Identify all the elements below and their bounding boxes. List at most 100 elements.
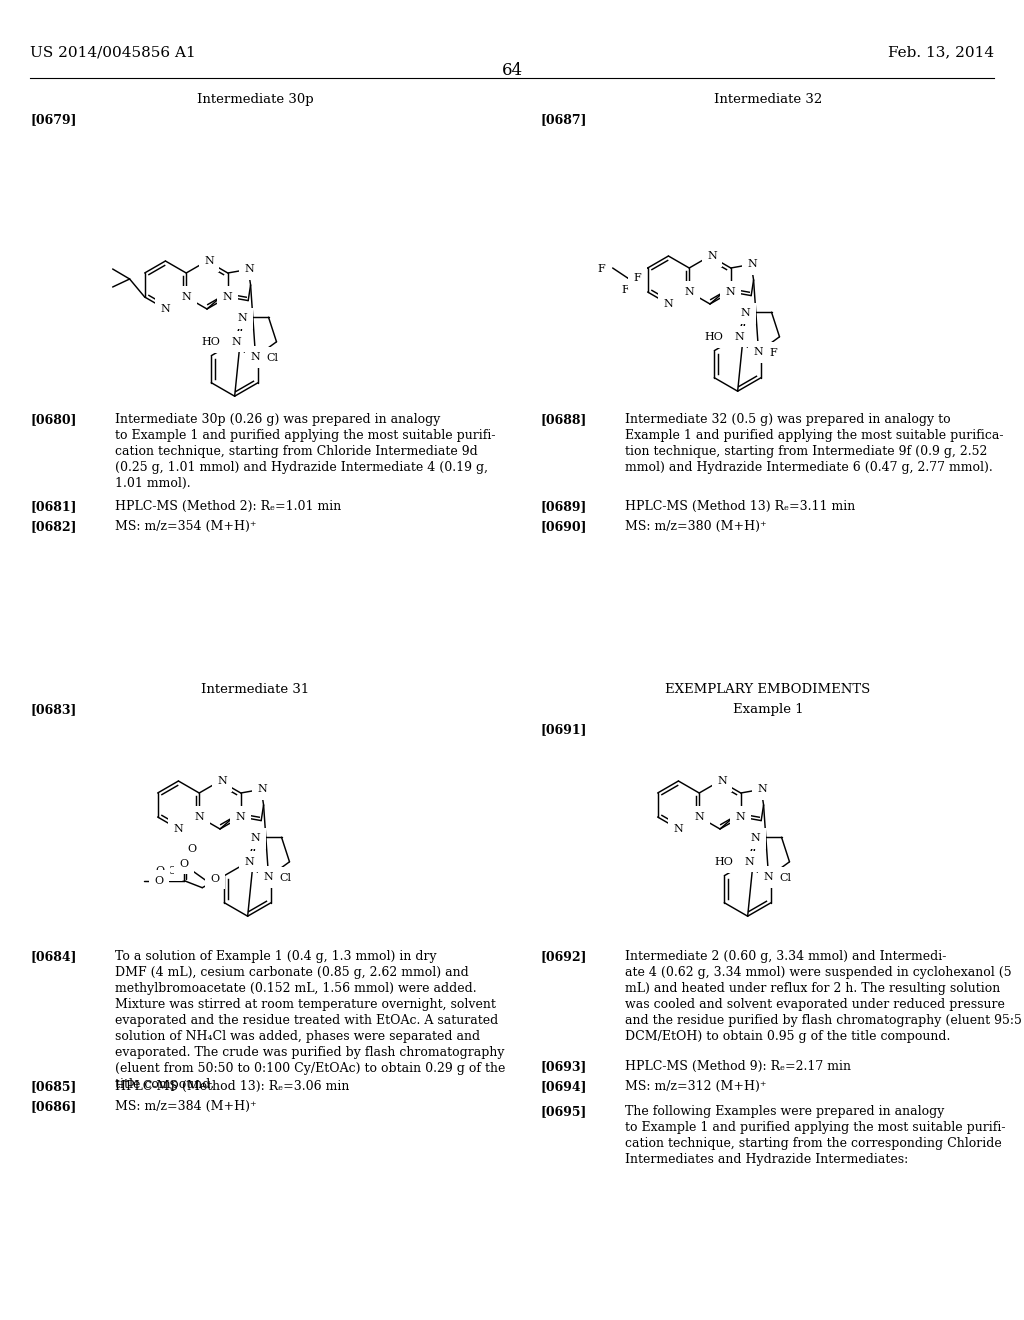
Text: N: N [264, 873, 273, 882]
Text: N: N [664, 300, 674, 309]
Text: Cl: Cl [279, 873, 291, 883]
Text: [0681]: [0681] [30, 500, 77, 513]
Text: [0694]: [0694] [540, 1080, 587, 1093]
Text: [0687]: [0687] [540, 114, 587, 125]
Text: 1.01 mmol).: 1.01 mmol). [115, 477, 190, 490]
Text: N: N [238, 313, 248, 323]
Text: N: N [726, 286, 735, 297]
Text: to Example 1 and purified applying the most suitable purifi-: to Example 1 and purified applying the m… [625, 1121, 1006, 1134]
Text: US 2014/0045856 A1: US 2014/0045856 A1 [30, 45, 196, 59]
Text: [0682]: [0682] [30, 520, 77, 533]
Text: N: N [754, 347, 764, 356]
Text: N: N [744, 857, 755, 867]
Text: F: F [622, 285, 630, 294]
Text: [0679]: [0679] [30, 114, 77, 125]
Text: O: O [179, 859, 188, 869]
Text: was cooled and solvent evaporated under reduced pressure: was cooled and solvent evaporated under … [625, 998, 1005, 1011]
Text: N: N [257, 784, 267, 795]
Text: to Example 1 and purified applying the most suitable purifi-: to Example 1 and purified applying the m… [115, 429, 496, 442]
Text: (eluent from 50:50 to 0:100 Cy/EtOAc) to obtain 0.29 g of the: (eluent from 50:50 to 0:100 Cy/EtOAc) to… [115, 1063, 506, 1074]
Text: EXEMPLARY EMBODIMENTS: EXEMPLARY EMBODIMENTS [666, 682, 870, 696]
Text: N: N [674, 824, 683, 834]
Text: N: N [195, 812, 204, 822]
Text: N: N [758, 784, 767, 795]
Text: HO: HO [705, 333, 724, 342]
Text: title compound.: title compound. [115, 1078, 214, 1092]
Text: ate 4 (0.62 g, 3.34 mmol) were suspended in cyclohexanol (5: ate 4 (0.62 g, 3.34 mmol) were suspended… [625, 966, 1012, 979]
Text: [0686]: [0686] [30, 1100, 77, 1113]
Text: N: N [751, 833, 761, 843]
Text: HPLC-MS (Method 13): Rₑ=3.06 min: HPLC-MS (Method 13): Rₑ=3.06 min [115, 1080, 349, 1093]
Text: tion technique, starting from Intermediate 9f (0.9 g, 2.52: tion technique, starting from Intermedia… [625, 445, 987, 458]
Text: N: N [161, 304, 170, 314]
Text: O: O [187, 843, 197, 854]
Text: [0680]: [0680] [30, 413, 77, 426]
Text: [0690]: [0690] [540, 520, 587, 533]
Text: To a solution of Example 1 (0.4 g, 1.3 mmol) in dry: To a solution of Example 1 (0.4 g, 1.3 m… [115, 950, 436, 964]
Text: Intermediate 32: Intermediate 32 [714, 92, 822, 106]
Text: Mixture was stirred at room temperature overnight, solvent: Mixture was stirred at room temperature … [115, 998, 496, 1011]
Text: [0683]: [0683] [30, 704, 77, 715]
Text: [0688]: [0688] [540, 413, 587, 426]
Text: F: F [769, 347, 777, 358]
Text: methylbromoacetate (0.152 mL, 1.56 mmol) were added.: methylbromoacetate (0.152 mL, 1.56 mmol)… [115, 982, 476, 995]
Text: and the residue purified by flash chromatography (eluent 95:5: and the residue purified by flash chroma… [625, 1014, 1022, 1027]
Text: Intermediate 31: Intermediate 31 [201, 682, 309, 696]
Text: N: N [181, 292, 191, 302]
Text: F: F [634, 273, 641, 282]
Text: HPLC-MS (Method 9): Rₑ=2.17 min: HPLC-MS (Method 9): Rₑ=2.17 min [625, 1060, 851, 1073]
Text: N: N [217, 776, 227, 785]
Text: [0689]: [0689] [540, 500, 587, 513]
Text: Intermediate 30p: Intermediate 30p [197, 92, 313, 106]
Text: N: N [684, 286, 694, 297]
Text: N: N [694, 812, 705, 822]
Text: MS: m/z=354 (M+H)⁺: MS: m/z=354 (M+H)⁺ [115, 520, 256, 533]
Text: Intermediate 30p (0.26 g) was prepared in analogy: Intermediate 30p (0.26 g) was prepared i… [115, 413, 440, 426]
Text: 64: 64 [502, 62, 522, 79]
Text: N: N [251, 833, 260, 843]
Text: N: N [735, 331, 744, 342]
Text: N: N [708, 251, 717, 261]
Text: N: N [251, 352, 260, 362]
Text: HO: HO [715, 857, 733, 867]
Text: N: N [223, 292, 232, 302]
Text: N: N [736, 812, 745, 822]
Text: cation technique, starting from Chloride Intermediate 9d: cation technique, starting from Chloride… [115, 445, 478, 458]
Text: DCM/EtOH) to obtain 0.95 g of the title compound.: DCM/EtOH) to obtain 0.95 g of the title … [625, 1030, 950, 1043]
Text: [0685]: [0685] [30, 1080, 77, 1093]
Text: mL) and heated under reflux for 2 h. The resulting solution: mL) and heated under reflux for 2 h. The… [625, 982, 1000, 995]
Text: mmol) and Hydrazide Intermediate 6 (0.47 g, 2.77 mmol).: mmol) and Hydrazide Intermediate 6 (0.47… [625, 461, 992, 474]
Text: The following Examples were prepared in analogy: The following Examples were prepared in … [625, 1105, 944, 1118]
Text: N: N [231, 337, 242, 347]
Text: Example 1: Example 1 [733, 704, 803, 715]
Text: DMF (4 mL), cesium carbonate (0.85 g, 2.62 mmol) and: DMF (4 mL), cesium carbonate (0.85 g, 2.… [115, 966, 469, 979]
Text: O: O [168, 866, 177, 875]
Text: MS: m/z=312 (M+H)⁺: MS: m/z=312 (M+H)⁺ [625, 1080, 767, 1093]
Text: F: F [598, 264, 605, 275]
Text: N: N [236, 812, 246, 822]
Text: HO: HO [202, 337, 220, 347]
Text: Example 1 and purified applying the most suitable purifica-: Example 1 and purified applying the most… [625, 429, 1004, 442]
Text: N: N [748, 260, 757, 269]
Text: O: O [210, 874, 219, 883]
Text: N: N [204, 256, 214, 267]
Text: N: N [245, 264, 254, 275]
Text: N: N [764, 873, 773, 882]
Text: N: N [717, 776, 727, 785]
Text: O: O [155, 875, 164, 886]
Text: Intermediates and Hydrazide Intermediates:: Intermediates and Hydrazide Intermediate… [625, 1152, 908, 1166]
Text: Intermediate 2 (0.60 g, 3.34 mmol) and Intermedi-: Intermediate 2 (0.60 g, 3.34 mmol) and I… [625, 950, 946, 964]
Text: O: O [156, 866, 164, 875]
Text: N: N [173, 824, 183, 834]
Text: N: N [245, 857, 255, 867]
Text: HPLC-MS (Method 2): Rₑ=1.01 min: HPLC-MS (Method 2): Rₑ=1.01 min [115, 500, 341, 513]
Text: evaporated. The crude was purified by flash chromatography: evaporated. The crude was purified by fl… [115, 1045, 505, 1059]
Text: evaporated and the residue treated with EtOAc. A saturated: evaporated and the residue treated with … [115, 1014, 499, 1027]
Text: MS: m/z=384 (M+H)⁺: MS: m/z=384 (M+H)⁺ [115, 1100, 257, 1113]
Text: solution of NH₄Cl was added, phases were separated and: solution of NH₄Cl was added, phases were… [115, 1030, 480, 1043]
Text: N: N [740, 308, 751, 318]
Text: MS: m/z=380 (M+H)⁺: MS: m/z=380 (M+H)⁺ [625, 520, 767, 533]
Text: [0691]: [0691] [540, 723, 587, 737]
Text: (0.25 g, 1.01 mmol) and Hydrazide Intermediate 4 (0.19 g,: (0.25 g, 1.01 mmol) and Hydrazide Interm… [115, 461, 488, 474]
Text: Cl: Cl [266, 352, 279, 363]
